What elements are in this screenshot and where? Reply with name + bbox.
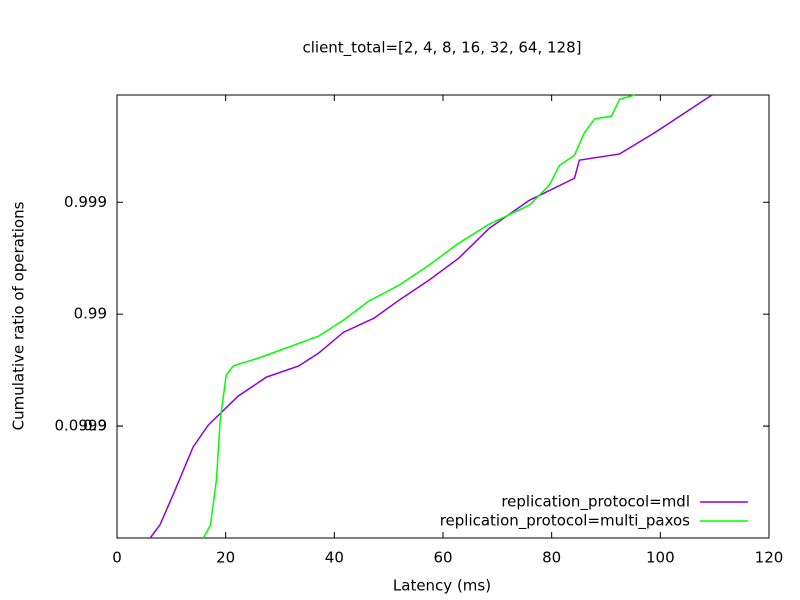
x-axis-label: Latency (ms) [393,577,491,595]
y-tick-label: 0.99 [74,305,107,323]
y-axis-label: Cumulative ratio of operations [10,201,28,430]
plot-frame [116,94,770,539]
series-line [149,94,713,539]
chart-title: client_total=[2, 4, 8, 16, 32, 64, 128] [302,39,581,58]
y-tick-label: 0.0999 [55,417,108,435]
x-tick-label: 60 [433,549,452,567]
x-tick-label: 20 [216,549,235,567]
y-tick-label: 0.9 [83,417,107,435]
y-tick-label: 0.999 [64,193,107,211]
x-tick-label: 40 [325,549,344,567]
x-tick-label: 80 [542,549,561,567]
series-line [202,94,635,539]
x-tick-label: 100 [646,549,675,567]
legend-label: replication_protocol=multi_paxos [440,512,690,531]
legend-label: replication_protocol=mdl [501,493,690,512]
x-tick-label: 0 [112,549,122,567]
x-tick-label: 120 [755,549,784,567]
